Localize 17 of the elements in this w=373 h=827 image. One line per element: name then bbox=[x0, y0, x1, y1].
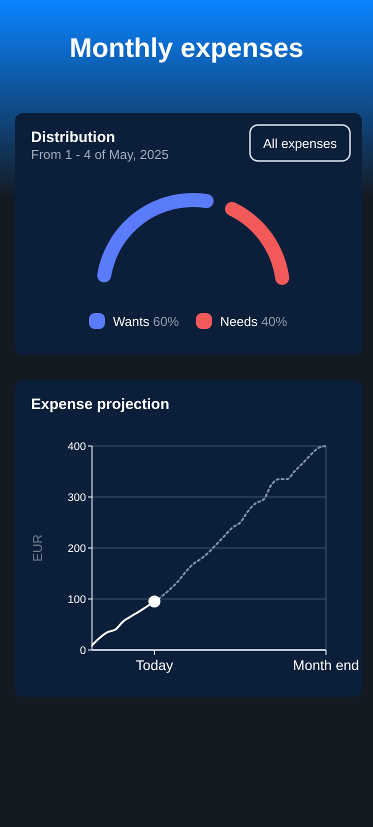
x-tick-label: Month end bbox=[292, 657, 360, 673]
y-tick-label: 300 bbox=[68, 492, 86, 504]
y-tick-label: 200 bbox=[68, 543, 86, 555]
all-expenses-button[interactable]: All expenses bbox=[249, 124, 351, 162]
y-axis-title: EUR bbox=[30, 534, 45, 562]
chart-subtitle: From 1 - 4 of May, 2025 bbox=[31, 147, 169, 162]
data-label: 40% bbox=[258, 314, 288, 329]
y-tick-label: 400 bbox=[68, 441, 86, 453]
chart-title: Expense projection bbox=[31, 396, 170, 413]
text: Monthly expenses bbox=[69, 33, 304, 63]
legend-label: Wants bbox=[113, 314, 150, 329]
data-label: 60% bbox=[149, 314, 180, 329]
legend-label: Needs bbox=[220, 314, 258, 329]
x-tick-label: Today bbox=[136, 657, 174, 673]
chart-title: Distribution bbox=[31, 129, 116, 146]
y-tick-label: 100 bbox=[68, 594, 86, 606]
y-tick-label: 0 bbox=[80, 645, 86, 657]
